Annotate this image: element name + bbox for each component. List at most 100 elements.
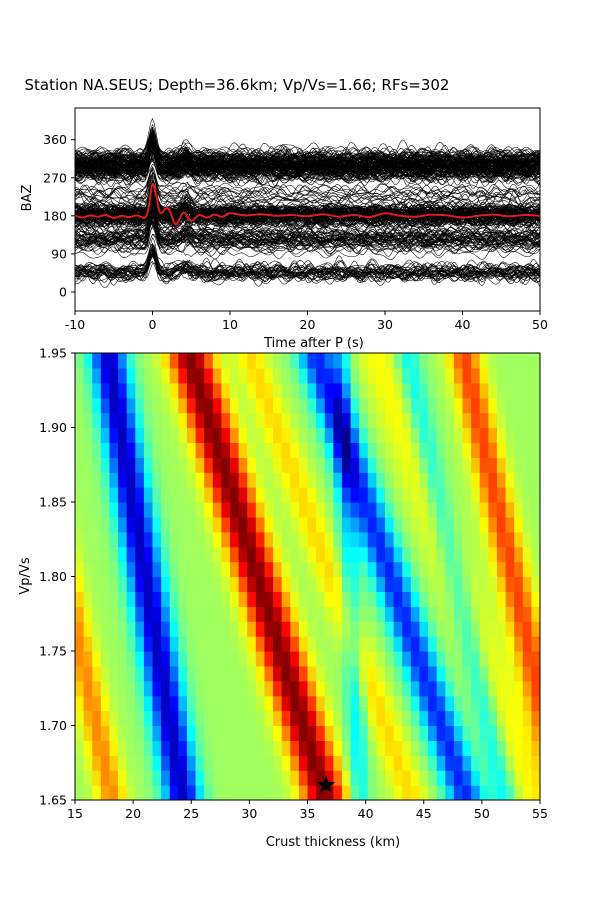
heatmap-cell: [505, 457, 515, 473]
heatmap-cell: [152, 740, 162, 756]
heatmap-cell: [453, 576, 464, 592]
heatmap-cell: [531, 427, 540, 443]
heatmap-cell: [402, 725, 412, 741]
heatmap-cell: [462, 472, 472, 488]
heatmap-cell: [178, 770, 188, 786]
heatmap-cell: [212, 665, 222, 682]
rf-trace: [75, 157, 540, 186]
heatmap-cell: [100, 516, 111, 533]
heatmap-cell: [333, 442, 343, 458]
heatmap-cell: [453, 651, 464, 667]
heatmap-cell: [393, 621, 403, 637]
heatmap-cell: [118, 487, 128, 503]
heatmap-cell: [204, 636, 214, 652]
heatmap-cell: [419, 576, 429, 592]
heatmap-cell: [488, 516, 498, 533]
heatmap-cell: [367, 680, 377, 697]
heatmap-cell: [221, 472, 231, 488]
heatmap-cell: [385, 487, 395, 503]
heatmap-cell: [100, 621, 111, 637]
heatmap-cell: [505, 606, 515, 622]
heatmap-cell: [92, 502, 102, 518]
heatmap-cell: [152, 412, 162, 429]
heatmap-cell: [109, 353, 119, 369]
heatmap-cell: [92, 457, 102, 473]
top-y-tick-label: 180: [43, 208, 67, 223]
rf-trace: [75, 132, 540, 165]
heatmap-cell: [462, 353, 472, 369]
heatmap-cell: [385, 755, 395, 771]
heatmap-cell: [479, 502, 489, 518]
heatmap-cell: [281, 606, 291, 622]
heatmap-cell: [135, 785, 145, 800]
heatmap-cell: [410, 502, 421, 518]
heatmap-cell: [428, 546, 438, 563]
heatmap-cell: [479, 665, 489, 682]
heatmap-cell: [410, 651, 421, 667]
heatmap-cell: [341, 755, 352, 771]
top-y-axis-label: BAZ: [20, 185, 35, 212]
heatmap-cell: [247, 606, 257, 622]
heatmap-cell: [419, 561, 429, 578]
heatmap-cell: [488, 576, 498, 592]
heatmap-cell: [273, 502, 283, 518]
heatmap-cell: [445, 472, 455, 488]
heatmap-cell: [350, 502, 360, 518]
heatmap-cell: [281, 531, 291, 548]
heatmap-cell: [298, 531, 309, 548]
heatmap-cell: [488, 561, 498, 578]
heatmap-cell: [445, 427, 455, 443]
heatmap-cell: [230, 502, 240, 518]
heatmap-cell: [445, 457, 455, 473]
heatmap-cell: [290, 531, 300, 548]
rf-trace: [75, 248, 540, 277]
heatmap-cell: [264, 487, 274, 503]
heatmap-cell: [161, 472, 171, 488]
heatmap-cell: [118, 725, 128, 741]
heatmap-cell: [152, 502, 162, 518]
heatmap-cell: [83, 516, 93, 533]
heatmap-cell: [230, 457, 240, 473]
heatmap-cell: [92, 516, 102, 533]
heatmap-cell: [385, 442, 395, 458]
heatmap-cell: [83, 457, 93, 473]
heatmap-cell: [333, 367, 343, 384]
heatmap-cell: [169, 472, 179, 488]
heatmap-cell: [75, 755, 85, 771]
heatmap-cell: [118, 740, 128, 756]
heatmap-cell: [402, 680, 412, 697]
bottom-x-tick-label: 40: [358, 806, 374, 821]
heatmap-cell: [161, 665, 171, 682]
heatmap-cell: [75, 785, 85, 800]
heatmap-cell: [488, 740, 498, 756]
heatmap-cell: [462, 382, 472, 399]
heatmap-cell: [453, 382, 464, 399]
heatmap-cell: [204, 740, 214, 756]
heatmap-cell: [281, 382, 291, 399]
heatmap-cell: [453, 516, 464, 533]
heatmap-cell: [385, 591, 395, 607]
heatmap-cell: [445, 531, 455, 548]
heatmap-cell: [75, 740, 85, 756]
rf-trace: [75, 130, 540, 160]
heatmap-cell: [359, 412, 369, 429]
heatmap-cell: [514, 353, 524, 369]
heatmap-cell: [186, 680, 197, 697]
heatmap-cell: [238, 472, 248, 488]
heatmap-cell: [109, 651, 119, 667]
heatmap-cell: [161, 561, 171, 578]
rf-trace: [75, 213, 540, 247]
heatmap-cell: [419, 591, 429, 607]
heatmap-cell: [471, 502, 481, 518]
heatmap-cell: [419, 606, 429, 622]
heatmap-cell: [385, 665, 395, 682]
heatmap-cell: [126, 651, 136, 667]
heatmap-cell: [402, 367, 412, 384]
heatmap-cell: [143, 591, 154, 607]
heatmap-cell: [100, 472, 111, 488]
heatmap-cell: [169, 770, 179, 786]
heatmap-cell: [135, 382, 145, 399]
heatmap-cell: [333, 606, 343, 622]
heatmap-cell: [161, 606, 171, 622]
heatmap-cell: [186, 472, 197, 488]
